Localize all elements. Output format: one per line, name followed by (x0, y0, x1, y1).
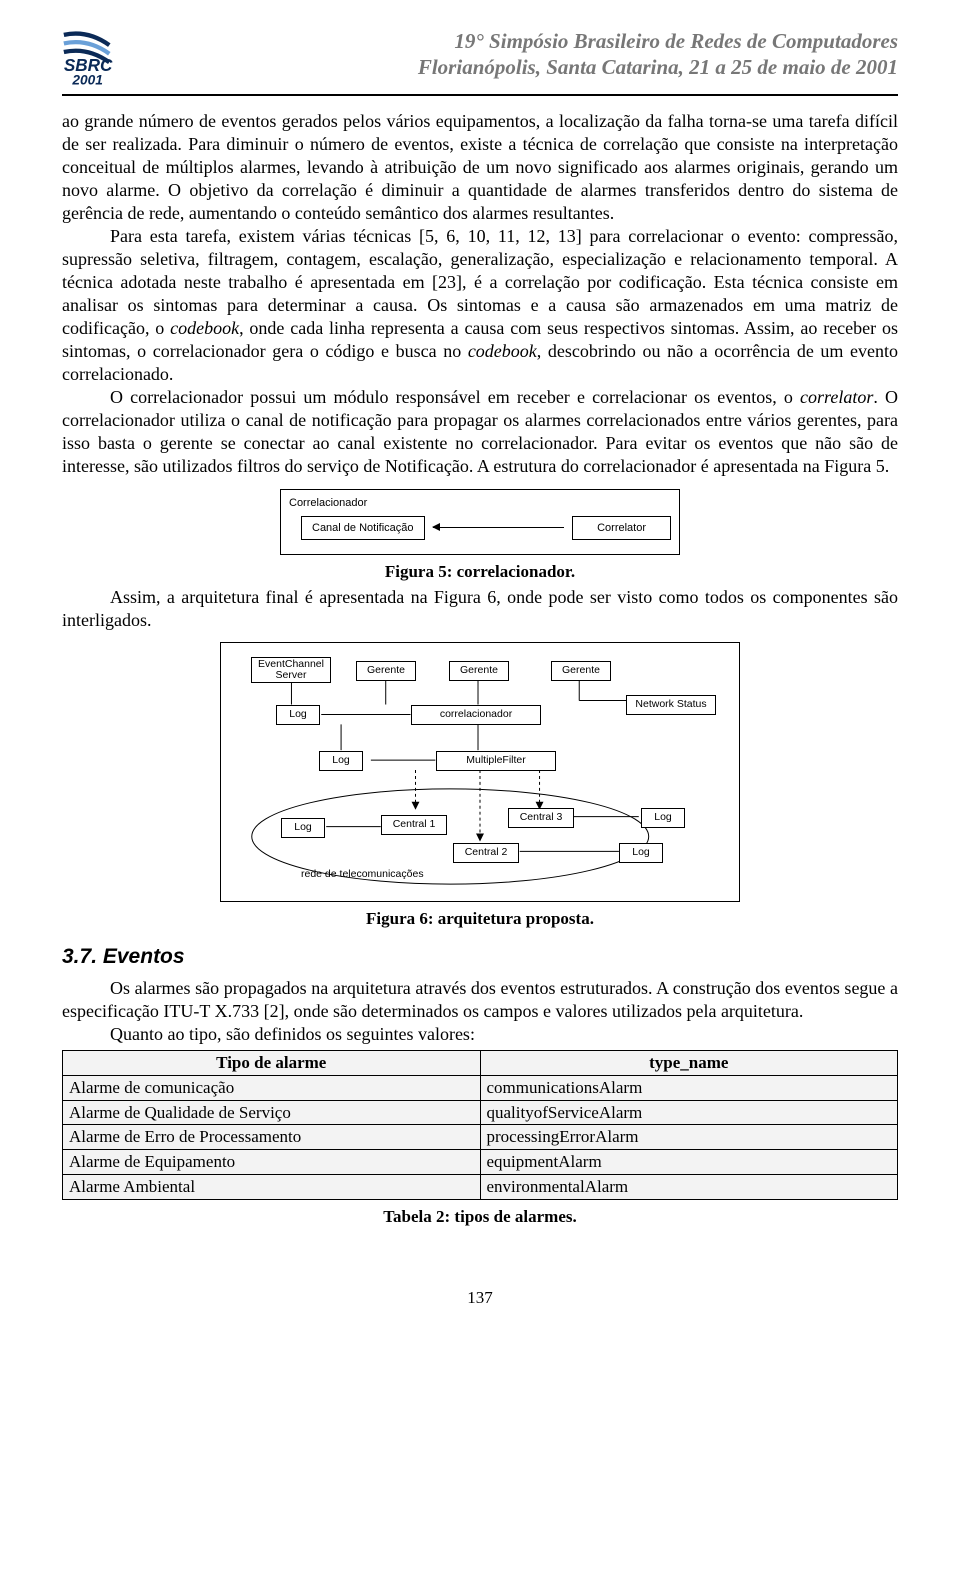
fig6-network-status: Network Status (626, 695, 716, 714)
sbrc-logo: SBRC 2001 (62, 28, 148, 88)
conference-line1: 19° Simpósio Brasileiro de Redes de Comp… (166, 28, 898, 54)
conference-line2: Florianópolis, Santa Catarina, 21 a 25 d… (166, 54, 898, 80)
figure-6-caption: Figura 6: arquitetura proposta. (62, 908, 898, 930)
table-row: Alarme de Qualidade de ServiçoqualityofS… (63, 1100, 898, 1125)
table-caption: Tabela 2: tipos de alarmes. (62, 1206, 898, 1228)
fig6-gerente-3: Gerente (551, 661, 611, 680)
fig6-gerente-2: Gerente (449, 661, 509, 680)
logo-text-bottom: 2001 (71, 73, 102, 88)
section-heading: 3.7. Eventos (62, 944, 898, 971)
table-cell: Alarme Ambiental (63, 1174, 481, 1199)
table-cell: equipmentAlarm (480, 1150, 898, 1175)
page-number: 137 (62, 1287, 898, 1309)
fig6-log-3: Log (281, 818, 325, 837)
fig5-arrow (433, 527, 565, 528)
p2-italic-2: codebook (468, 341, 537, 361)
figure-5: Correlacionador Canal de Notificação Cor… (280, 489, 680, 555)
fig6-log-4: Log (641, 808, 685, 827)
fig6-log-2: Log (319, 751, 363, 770)
page-header: SBRC 2001 19° Simpósio Brasileiro de Red… (62, 28, 898, 88)
paragraph-1: ao grande número de eventos gerados pelo… (62, 110, 898, 225)
fig5-title: Correlacionador (289, 496, 671, 510)
table-header-left: Tipo de alarme (63, 1051, 481, 1076)
header-rule (62, 94, 898, 96)
fig5-box-canal: Canal de Notificação (301, 516, 425, 540)
conference-title: 19° Simpósio Brasileiro de Redes de Comp… (166, 28, 898, 81)
table-cell: communicationsAlarm (480, 1075, 898, 1100)
paragraph-6: Quanto ao tipo, são definidos os seguint… (62, 1023, 898, 1046)
table-cell: processingErrorAlarm (480, 1125, 898, 1150)
fig6-multiplefilter: MultipleFilter (436, 751, 556, 770)
fig6-log-5: Log (619, 843, 663, 862)
p3-pre: O correlacionador possui um módulo respo… (110, 387, 800, 407)
fig6-log-1: Log (276, 705, 320, 724)
table-cell: Alarme de Erro de Processamento (63, 1125, 481, 1150)
fig6-gerente-1: Gerente (356, 661, 416, 680)
alarm-types-table: Tipo de alarme type_name Alarme de comun… (62, 1050, 898, 1200)
table-row: Alarme de Erro de Processamentoprocessin… (63, 1125, 898, 1150)
section-number: 3.7. (62, 945, 97, 968)
fig6-central-1: Central 1 (381, 815, 447, 834)
paragraph-2: Para esta tarefa, existem várias técnica… (62, 225, 898, 386)
table-header-row: Tipo de alarme type_name (63, 1051, 898, 1076)
fig6-central-2: Central 2 (453, 843, 519, 862)
table-row: Alarme AmbientalenvironmentalAlarm (63, 1174, 898, 1199)
table-cell: Alarme de comunicação (63, 1075, 481, 1100)
fig6-central-3: Central 3 (508, 808, 574, 827)
table-cell: environmentalAlarm (480, 1174, 898, 1199)
figure-6: EventChannelServer Gerente Gerente Geren… (220, 642, 740, 902)
table-cell: Alarme de Qualidade de Serviço (63, 1100, 481, 1125)
table-cell: qualityofServiceAlarm (480, 1100, 898, 1125)
fig5-box-correlator: Correlator (572, 516, 671, 540)
section-title: Eventos (103, 945, 185, 968)
p3-italic: correlator (800, 387, 873, 407)
table-header-right: type_name (480, 1051, 898, 1076)
fig6-rede-label: rede de telecomunicações (301, 868, 424, 881)
fig6-correlacionador: correlacionador (411, 705, 541, 724)
table-row: Alarme de EquipamentoequipmentAlarm (63, 1150, 898, 1175)
table-row: Alarme de comunicaçãocommunicationsAlarm (63, 1075, 898, 1100)
table-cell: Alarme de Equipamento (63, 1150, 481, 1175)
figure-5-caption: Figura 5: correlacionador. (62, 561, 898, 583)
paragraph-3: O correlacionador possui um módulo respo… (62, 386, 898, 478)
paragraph-5: Os alarmes são propagados na arquitetura… (62, 977, 898, 1023)
p2-italic-1: codebook (170, 318, 239, 338)
paragraph-4: Assim, a arquitetura final é apresentada… (62, 586, 898, 632)
fig6-eventchannel: EventChannelServer (251, 657, 331, 683)
